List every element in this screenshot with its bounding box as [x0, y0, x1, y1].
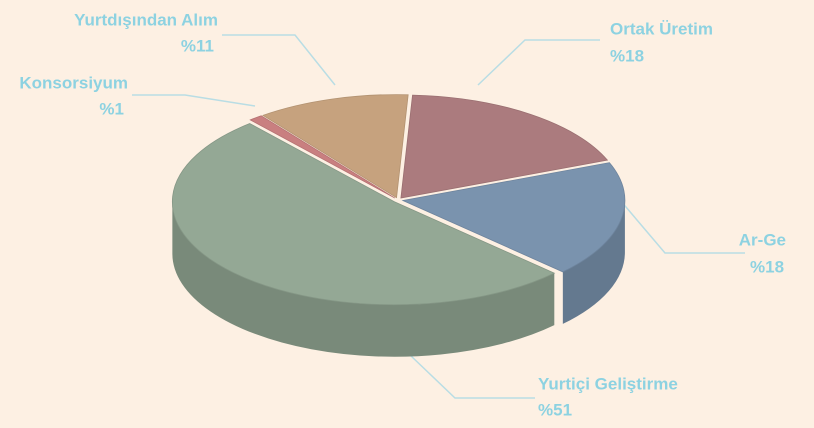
slice-value-label: %18 [750, 257, 784, 276]
slice-value-label: %51 [538, 400, 572, 419]
slice-label: Konsorsiyum [19, 73, 128, 92]
leader-lines [132, 34, 745, 399]
leader-line [477, 39, 600, 86]
slice-value-label: %11 [181, 36, 214, 55]
slice-label: Yurtiçi Geliştirme [538, 374, 678, 393]
slice-label: Ortak Üretim [610, 19, 713, 38]
slice-label: Ar-Ge [739, 230, 786, 249]
slice-value-label: %1 [99, 99, 124, 118]
leader-line [222, 34, 336, 86]
pie [172, 94, 626, 357]
slice-value-label: %18 [610, 46, 644, 65]
slice-side [562, 200, 625, 324]
slice [401, 162, 626, 273]
leader-line [619, 199, 745, 254]
leader-line [409, 354, 535, 399]
slice [400, 94, 609, 199]
slice-label: Yurtdışından Alım [74, 10, 218, 29]
slice [172, 123, 556, 306]
slice [262, 94, 409, 199]
slice-side [172, 201, 555, 357]
slice [249, 115, 396, 199]
leader-line [132, 94, 256, 107]
